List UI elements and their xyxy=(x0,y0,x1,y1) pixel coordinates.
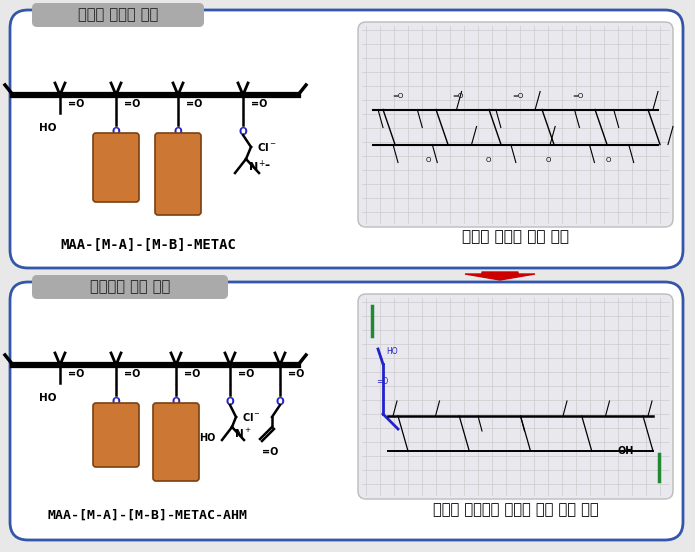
Text: O: O xyxy=(172,397,181,407)
Text: =O: =O xyxy=(124,369,140,379)
Text: =O: =O xyxy=(573,93,584,99)
Text: MAA-[M-A]-[M-B]-METAC: MAA-[M-A]-[M-B]-METAC xyxy=(60,238,236,252)
Text: -: - xyxy=(264,159,269,172)
FancyBboxPatch shape xyxy=(358,22,673,227)
FancyBboxPatch shape xyxy=(358,294,673,499)
FancyBboxPatch shape xyxy=(93,403,139,467)
Text: 반응성 모노머와 바인더 수지 사이 경화: 반응성 모노머와 바인더 수지 사이 경화 xyxy=(433,502,598,518)
Text: O: O xyxy=(276,397,284,407)
FancyBboxPatch shape xyxy=(32,3,204,27)
FancyBboxPatch shape xyxy=(10,10,683,268)
Text: O: O xyxy=(112,397,120,407)
Text: O: O xyxy=(174,127,182,137)
Text: =O: =O xyxy=(68,99,84,109)
Text: HO: HO xyxy=(39,123,57,133)
Text: =O: =O xyxy=(262,447,278,457)
Text: =O: =O xyxy=(452,93,464,99)
Text: O: O xyxy=(238,127,247,137)
Text: O: O xyxy=(226,397,234,407)
FancyBboxPatch shape xyxy=(32,275,228,299)
Text: OH: OH xyxy=(618,446,635,456)
Text: =O: =O xyxy=(376,377,389,386)
Text: =O: =O xyxy=(124,99,140,109)
Text: =O: =O xyxy=(186,99,202,109)
FancyBboxPatch shape xyxy=(153,403,199,481)
Text: MAA-[M-A]-[M-B]-METAC-AHM: MAA-[M-A]-[M-B]-METAC-AHM xyxy=(48,508,248,522)
Text: =O: =O xyxy=(238,369,254,379)
Text: O: O xyxy=(112,127,120,137)
Text: Cl$^-$: Cl$^-$ xyxy=(257,141,277,153)
Text: 이중결합 포함 수지: 이중결합 포함 수지 xyxy=(90,279,170,295)
Text: 반응성 모노머 사이 경화: 반응성 모노머 사이 경화 xyxy=(462,230,569,245)
Text: O: O xyxy=(546,157,550,162)
Text: =O: =O xyxy=(288,369,304,379)
Text: O: O xyxy=(485,157,491,162)
Text: =O: =O xyxy=(251,99,268,109)
Text: =O: =O xyxy=(512,93,523,99)
Text: N$^+$: N$^+$ xyxy=(248,159,267,174)
Text: HO: HO xyxy=(199,433,216,443)
Text: 기존의 바인더 수지: 기존의 바인더 수지 xyxy=(78,8,158,23)
Text: N$^+$: N$^+$ xyxy=(234,427,252,440)
Text: HO: HO xyxy=(39,393,57,403)
Polygon shape xyxy=(465,272,535,280)
Text: =O: =O xyxy=(68,369,84,379)
Text: Cl$^-$: Cl$^-$ xyxy=(242,411,261,423)
Text: HO: HO xyxy=(386,347,398,356)
FancyBboxPatch shape xyxy=(10,282,683,540)
FancyBboxPatch shape xyxy=(155,133,201,215)
Text: =O: =O xyxy=(184,369,200,379)
Text: O: O xyxy=(605,157,611,162)
Text: O: O xyxy=(425,157,431,162)
FancyBboxPatch shape xyxy=(93,133,139,202)
Text: =O: =O xyxy=(393,93,404,99)
